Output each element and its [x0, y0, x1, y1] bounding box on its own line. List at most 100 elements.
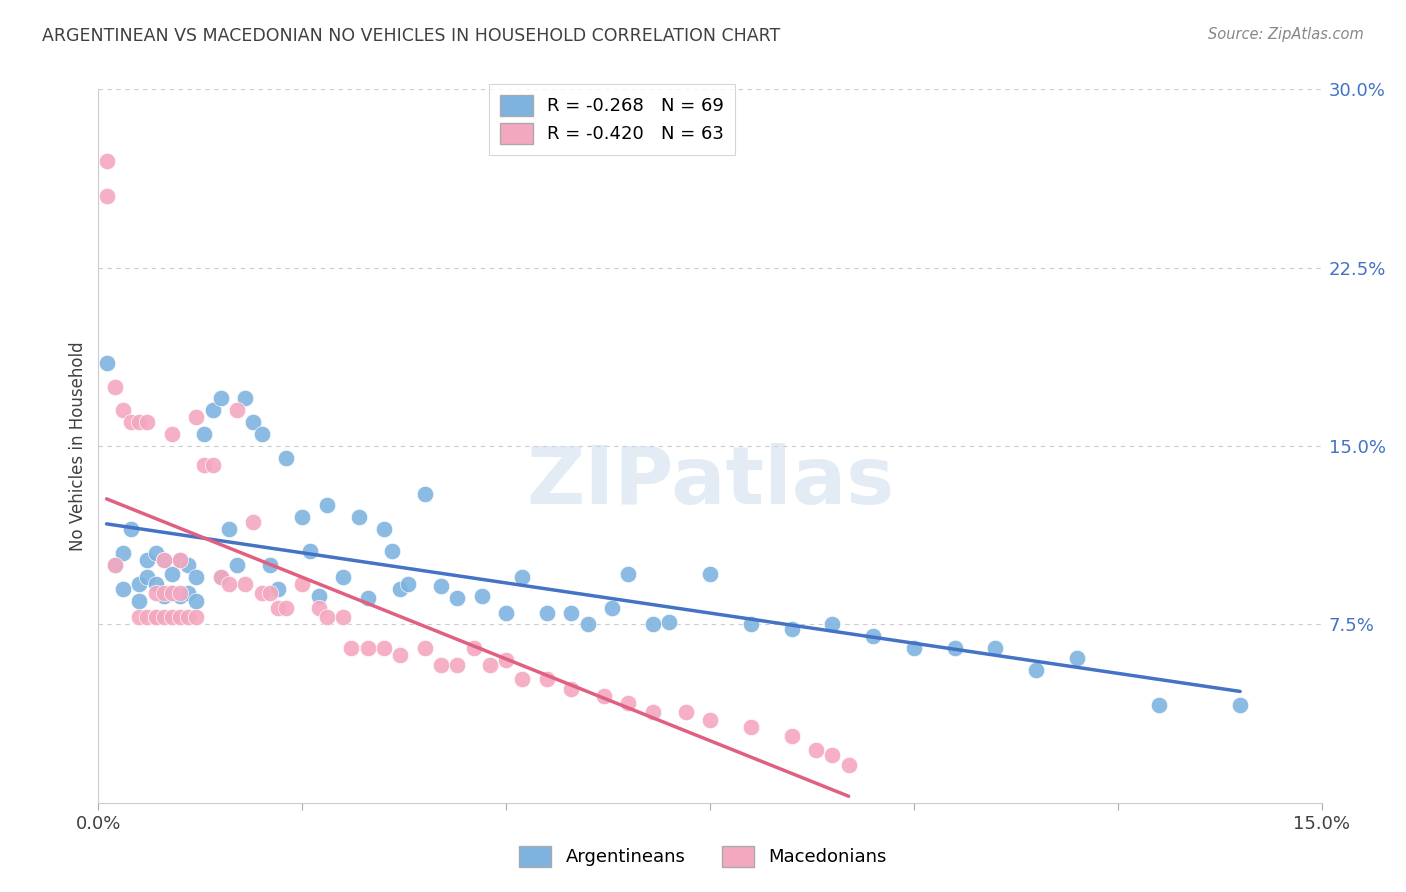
Point	[128, 593, 150, 607]
Point	[903, 641, 925, 656]
Point	[943, 641, 966, 656]
Point	[780, 729, 803, 743]
Point	[169, 586, 191, 600]
Point	[259, 586, 281, 600]
Point	[128, 415, 150, 429]
Point	[209, 570, 232, 584]
Point	[209, 392, 232, 406]
Point	[332, 610, 354, 624]
Point	[308, 600, 330, 615]
Point	[96, 189, 118, 203]
Point	[675, 706, 697, 720]
Point	[128, 610, 150, 624]
Point	[658, 615, 681, 629]
Point	[373, 641, 395, 656]
Point	[111, 546, 134, 560]
Point	[740, 617, 762, 632]
Point	[136, 570, 159, 584]
Point	[381, 543, 404, 558]
Point	[1066, 650, 1088, 665]
Point	[186, 570, 208, 584]
Point	[145, 546, 167, 560]
Point	[430, 579, 453, 593]
Point	[160, 586, 183, 600]
Point	[560, 606, 582, 620]
Text: ZIPatlas: ZIPatlas	[526, 442, 894, 521]
Point	[699, 713, 721, 727]
Point	[536, 672, 558, 686]
Point	[250, 586, 273, 600]
Point	[186, 610, 208, 624]
Point	[136, 415, 159, 429]
Point	[160, 586, 183, 600]
Point	[160, 567, 183, 582]
Point	[617, 696, 640, 710]
Point	[512, 672, 534, 686]
Point	[226, 403, 249, 417]
Point	[152, 586, 174, 600]
Point	[152, 553, 174, 567]
Point	[446, 657, 468, 672]
Point	[152, 610, 174, 624]
Point	[209, 570, 232, 584]
Point	[780, 622, 803, 636]
Point	[186, 593, 208, 607]
Point	[169, 553, 191, 567]
Point	[838, 757, 860, 772]
Point	[136, 610, 159, 624]
Point	[495, 606, 517, 620]
Point	[600, 600, 623, 615]
Point	[821, 617, 844, 632]
Point	[186, 410, 208, 425]
Point	[340, 641, 363, 656]
Point	[641, 617, 664, 632]
Point	[259, 558, 281, 572]
Point	[576, 617, 599, 632]
Point	[169, 610, 191, 624]
Point	[446, 591, 468, 606]
Point	[145, 577, 167, 591]
Point	[193, 458, 215, 472]
Point	[177, 586, 200, 600]
Point	[349, 510, 371, 524]
Point	[332, 570, 354, 584]
Legend: Argentineans, Macedonians: Argentineans, Macedonians	[512, 838, 894, 874]
Point	[1229, 698, 1251, 713]
Point	[177, 558, 200, 572]
Point	[804, 743, 827, 757]
Point	[242, 415, 264, 429]
Point	[413, 486, 436, 500]
Point	[104, 379, 127, 393]
Point	[471, 589, 494, 603]
Point	[274, 600, 297, 615]
Point	[560, 681, 582, 696]
Point	[193, 427, 215, 442]
Point	[699, 567, 721, 582]
Point	[862, 629, 884, 643]
Point	[274, 450, 297, 465]
Point	[984, 641, 1007, 656]
Point	[120, 522, 142, 536]
Point	[250, 427, 273, 442]
Text: Source: ZipAtlas.com: Source: ZipAtlas.com	[1208, 27, 1364, 42]
Point	[160, 610, 183, 624]
Point	[356, 591, 378, 606]
Point	[169, 589, 191, 603]
Legend: R = -0.268   N = 69, R = -0.420   N = 63: R = -0.268 N = 69, R = -0.420 N = 63	[489, 84, 735, 154]
Point	[291, 510, 314, 524]
Point	[136, 553, 159, 567]
Point	[536, 606, 558, 620]
Point	[1147, 698, 1170, 713]
Point	[430, 657, 453, 672]
Point	[267, 582, 290, 596]
Point	[617, 567, 640, 582]
Point	[152, 589, 174, 603]
Point	[396, 577, 419, 591]
Point	[96, 153, 118, 168]
Point	[218, 522, 240, 536]
Point	[111, 582, 134, 596]
Point	[478, 657, 501, 672]
Point	[821, 748, 844, 763]
Point	[120, 415, 142, 429]
Point	[299, 543, 322, 558]
